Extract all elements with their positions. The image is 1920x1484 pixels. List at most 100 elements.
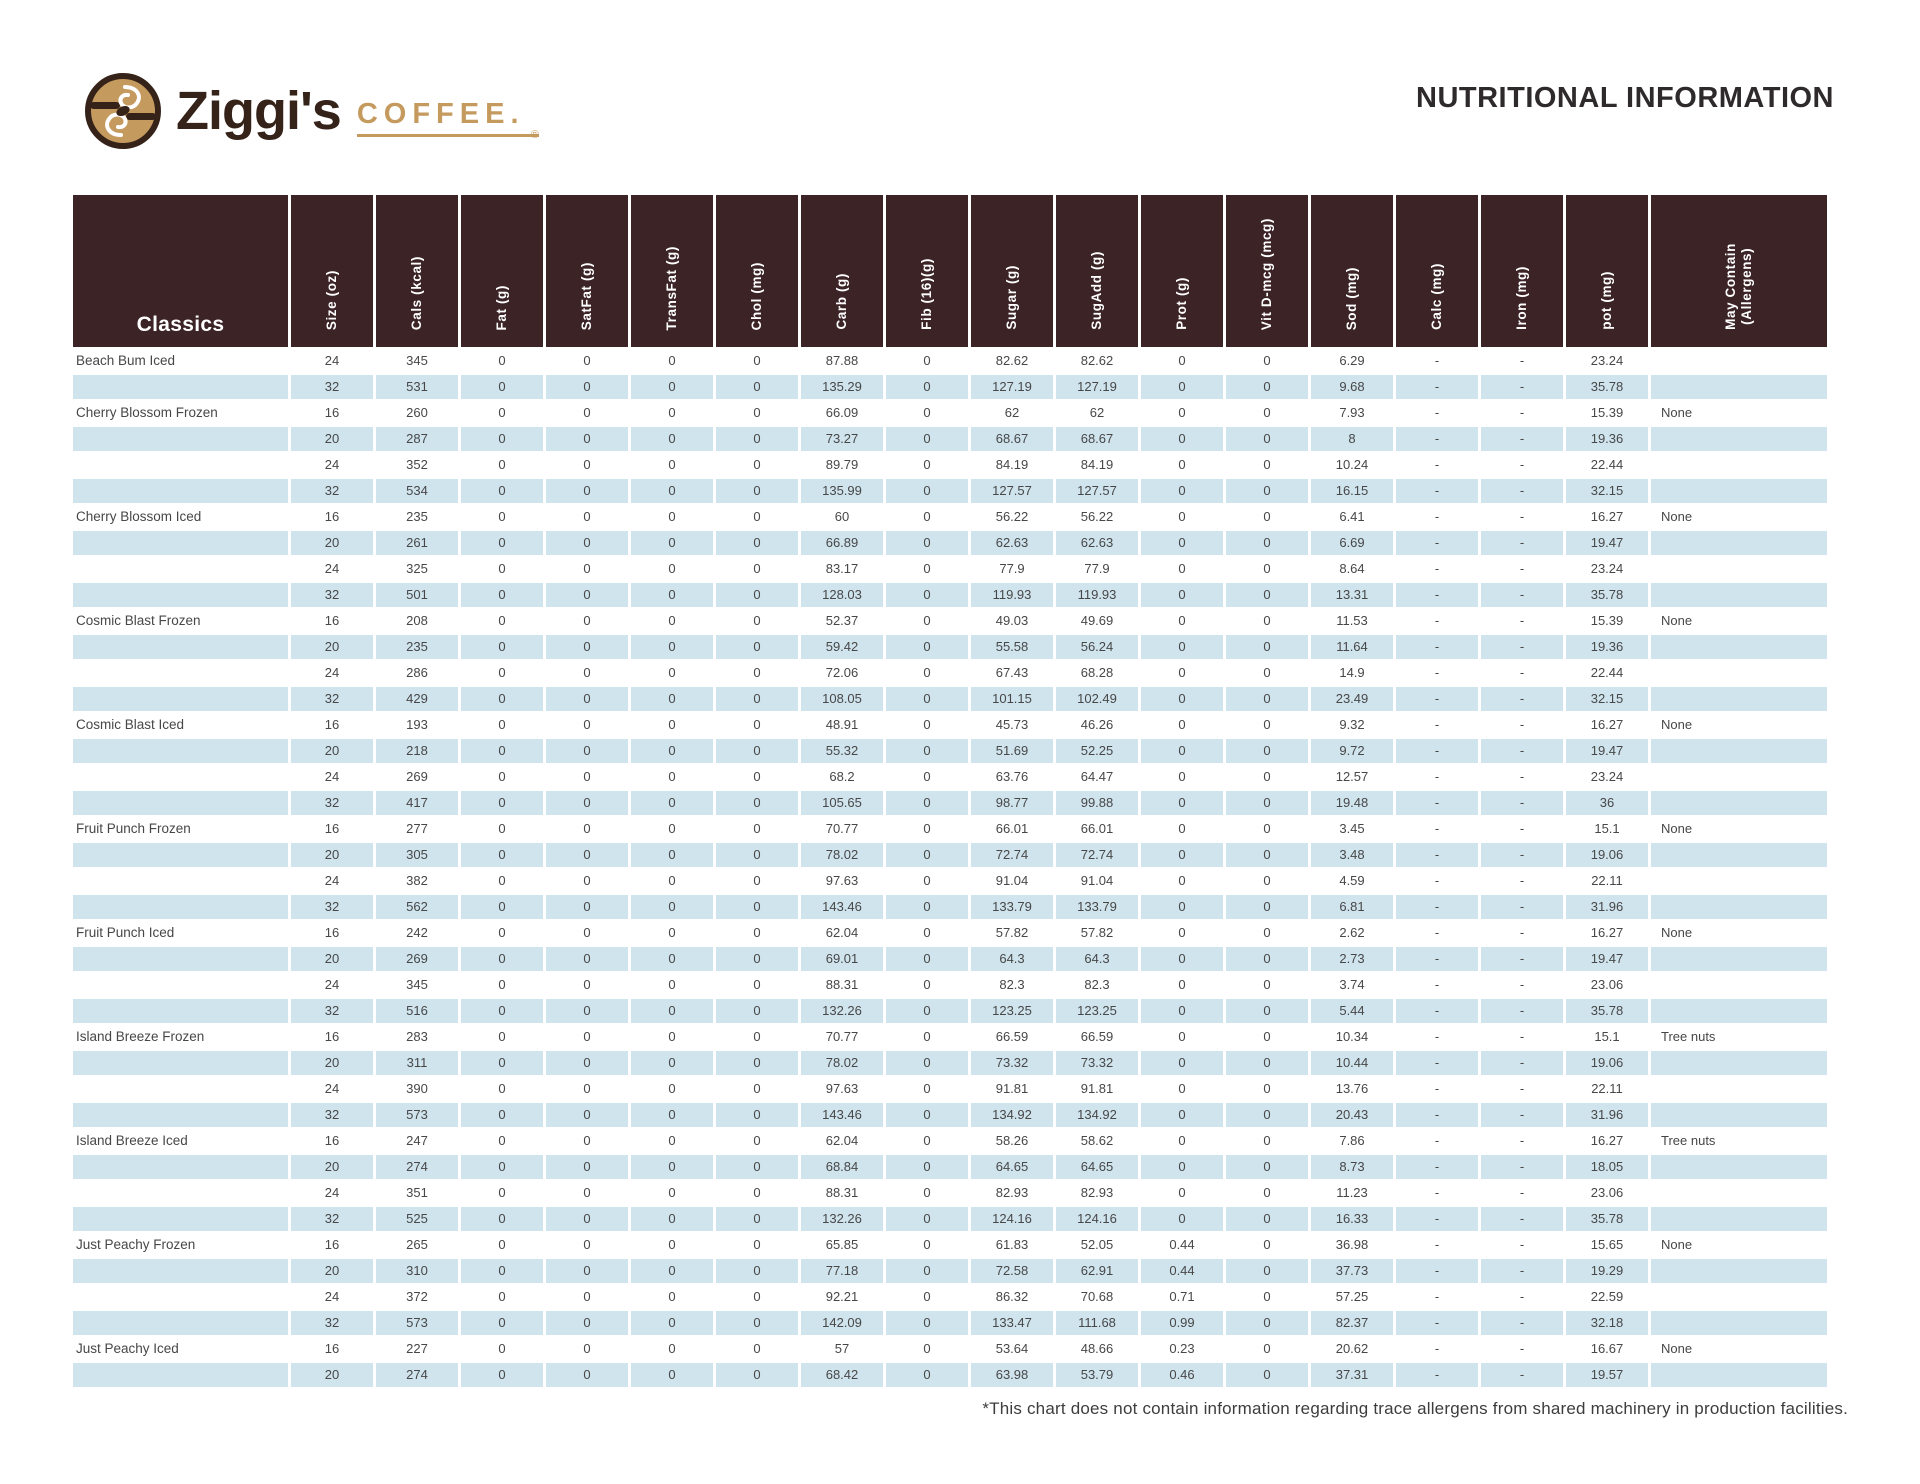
value-cell: 52.25 (1056, 739, 1138, 763)
value-cell: 0 (753, 1029, 761, 1044)
value-cell: 10.44 (1311, 1051, 1393, 1075)
allergen-cell (1651, 349, 1827, 373)
value-cell: 0 (546, 531, 628, 555)
value-cell: 0 (923, 1341, 931, 1356)
value-cell: 0 (546, 739, 628, 763)
value-cell: 24 (324, 353, 340, 368)
allergen-cell (1651, 531, 1827, 555)
value-cell: - (1519, 1237, 1525, 1252)
table-row: Island Breeze Frozen 16 283 0 0 0 0 70.77 0 66.59… (73, 1025, 1827, 1049)
value-cell: 19.36 (1566, 427, 1648, 451)
value-cell: 0 (1141, 375, 1223, 399)
value-cell: 0 (1263, 717, 1271, 732)
value-cell: - (1396, 583, 1478, 607)
value-cell: - (1481, 687, 1563, 711)
allergen-cell: Tree nuts (1661, 1029, 1716, 1044)
value-cell: 0 (668, 769, 676, 784)
drink-name-cell (73, 1181, 288, 1205)
value-cell: 193 (406, 717, 428, 732)
value-cell: 0 (753, 1289, 761, 1304)
allergen-cell (1651, 453, 1827, 477)
value-cell: 345 (406, 353, 428, 368)
value-cell: 0 (668, 873, 676, 888)
value-cell: 19.47 (1566, 947, 1648, 971)
value-cell: 89.79 (825, 457, 859, 472)
allergen-cell: Tree nuts (1661, 1133, 1716, 1148)
value-cell: 0 (1226, 999, 1308, 1023)
value-cell: 0 (1226, 531, 1308, 555)
value-cell: 84.19 (1080, 457, 1114, 472)
value-cell: 36 (1566, 791, 1648, 815)
value-cell: 0 (546, 583, 628, 607)
value-cell: 0 (1263, 1081, 1271, 1096)
value-cell: 0 (1141, 895, 1223, 919)
value-cell: - (1396, 635, 1478, 659)
value-cell: 0.71 (1169, 1289, 1195, 1304)
value-cell: 32 (291, 999, 373, 1023)
value-cell: 0 (461, 375, 543, 399)
value-cell: 0 (1141, 791, 1223, 815)
value-cell: 0 (461, 843, 543, 867)
value-cell: 24 (324, 665, 340, 680)
registered-mark: ® (530, 129, 539, 141)
brand-name: Ziggi's (176, 81, 342, 141)
value-cell: 16 (324, 925, 340, 940)
value-cell: 0 (716, 375, 798, 399)
value-cell: 0 (1226, 375, 1308, 399)
value-cell: 0 (546, 1207, 628, 1231)
value-cell: 132.26 (801, 1207, 883, 1231)
value-cell: 68.67 (971, 427, 1053, 451)
value-cell: 0 (668, 1133, 676, 1148)
value-cell: 0 (583, 1341, 591, 1356)
value-cell: 0 (546, 895, 628, 919)
value-cell: 143.46 (801, 1103, 883, 1127)
value-cell: 0 (1141, 1155, 1223, 1179)
value-cell: 72.74 (971, 843, 1053, 867)
value-cell: 0 (886, 1051, 968, 1075)
value-cell: 0 (1263, 665, 1271, 680)
value-cell: 0 (1226, 1207, 1308, 1231)
value-cell: - (1434, 1341, 1440, 1356)
value-cell: 0 (631, 479, 713, 503)
drink-name-cell (73, 557, 288, 581)
value-cell: 102.49 (1056, 687, 1138, 711)
value-cell: 0 (1178, 509, 1186, 524)
value-cell: 562 (376, 895, 458, 919)
value-cell: 91.81 (1080, 1081, 1114, 1096)
value-cell: 20 (291, 947, 373, 971)
value-cell: 0 (1263, 509, 1271, 524)
drink-name-cell: Just Peachy Frozen (76, 1237, 196, 1252)
table-row: Island Breeze Iced 16 247 0 0 0 0 62.04 0 58.26 58… (73, 1129, 1827, 1153)
value-cell: - (1434, 925, 1440, 940)
value-cell: - (1481, 1311, 1563, 1335)
table-row: 20 287 0 0 0 0 73.27 0 68.67 68.67 0 0 8- -19.36 (73, 427, 1827, 451)
value-cell: 0 (1178, 925, 1186, 940)
value-cell: - (1396, 1311, 1478, 1335)
table-body: Beach Bum Iced 24 345 0 0 0 0 87.88 0 82.62 82.62 0… (73, 349, 1827, 1387)
column-header: Sod (mg) (1311, 195, 1393, 347)
value-cell: 0 (546, 1103, 628, 1127)
value-cell: 0 (583, 457, 591, 472)
value-cell: 0 (716, 739, 798, 763)
value-cell: 66.89 (801, 531, 883, 555)
value-cell: 0.44 (1169, 1237, 1195, 1252)
value-cell: - (1481, 1207, 1563, 1231)
value-cell: 62.91 (1056, 1259, 1138, 1283)
value-cell: 66.09 (825, 405, 859, 420)
drink-name-cell: Island Breeze Iced (76, 1133, 188, 1148)
value-cell: 8.64 (1339, 561, 1365, 576)
value-cell: 0 (498, 1185, 506, 1200)
value-cell: 63.98 (971, 1363, 1053, 1387)
value-cell: 0 (668, 1341, 676, 1356)
value-cell: 16 (324, 1133, 340, 1148)
value-cell: 55.32 (801, 739, 883, 763)
value-cell: 24 (324, 561, 340, 576)
value-cell: 6.29 (1339, 353, 1365, 368)
value-cell: 82.3 (1084, 977, 1110, 992)
value-cell: 0 (631, 1311, 713, 1335)
value-cell: 372 (406, 1289, 428, 1304)
value-cell: 127.57 (971, 479, 1053, 503)
value-cell: 64.3 (971, 947, 1053, 971)
brand-logo: Ziggi's COFFEE. ® (84, 72, 539, 150)
value-cell: 0 (546, 843, 628, 867)
